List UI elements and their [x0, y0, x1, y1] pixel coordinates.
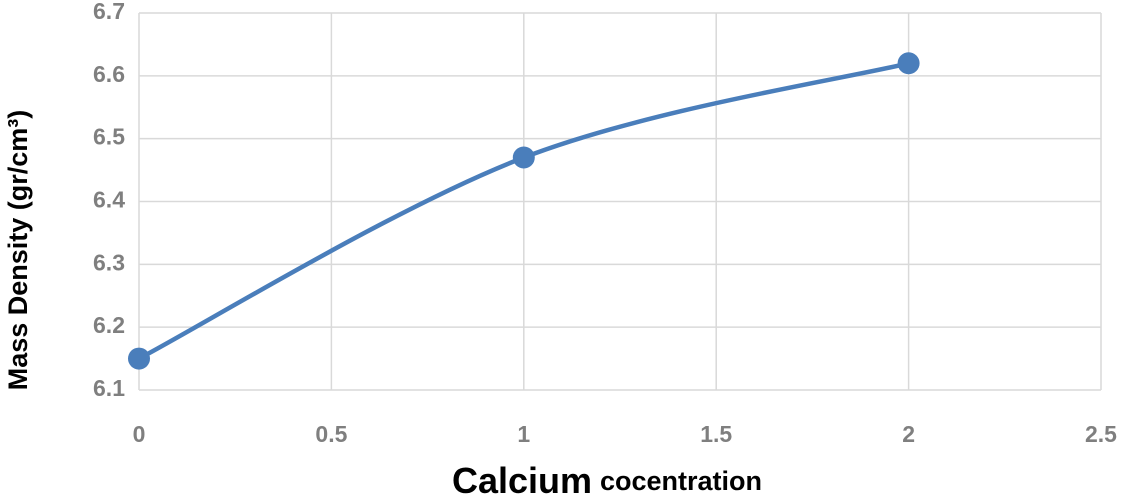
y-tick-label: 6.2: [93, 312, 125, 338]
marker: [897, 52, 920, 75]
x-tick-label: 2: [902, 421, 915, 447]
y-axis-label: Mass Density (gr/cm³): [3, 110, 33, 391]
y-tick-label: 6.4: [93, 187, 125, 213]
y-tick-label: 6.1: [93, 375, 125, 401]
marker: [128, 347, 150, 370]
x-tick-label: 0.5: [315, 421, 347, 447]
x-tick-label: 1.5: [700, 421, 732, 447]
y-tick-label: 6.5: [93, 124, 125, 150]
x-tick-label: 0: [133, 421, 146, 447]
x-label-main: Calcium: [452, 460, 592, 499]
y-tick-label: 6.6: [93, 61, 125, 87]
x-tick-label: 1: [517, 421, 530, 447]
marker: [512, 146, 535, 169]
y-tick-label: 6.3: [93, 249, 125, 275]
x-tick-label: 2.5: [1085, 421, 1117, 447]
y-tick-label: 6.7: [93, 0, 125, 24]
x-axis-label: Calcium cocentration: [452, 460, 762, 499]
x-label-sub: cocentration: [600, 466, 762, 496]
